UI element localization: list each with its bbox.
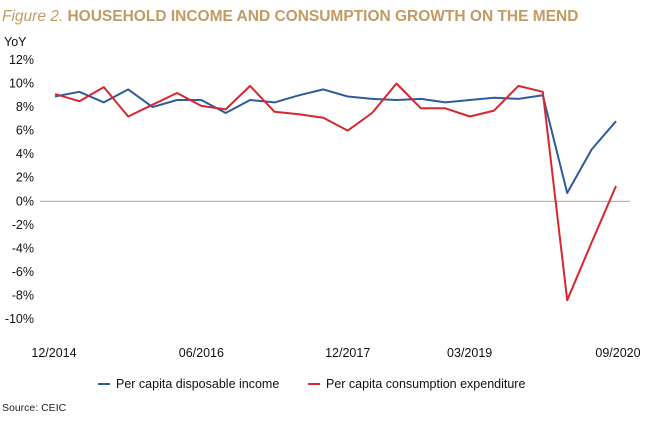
y-tick-label: 6% <box>16 124 34 138</box>
y-tick-label: -6% <box>12 265 34 279</box>
x-tick-label: 12/2017 <box>325 346 370 360</box>
x-tick-label: 09/2020 <box>595 346 640 360</box>
y-tick-label: -10% <box>5 312 34 326</box>
figure-title-text: HOUSEHOLD INCOME AND CONSUMPTION GROWTH … <box>67 8 579 25</box>
y-axis-label: YoY <box>4 35 27 49</box>
legend: Per capita disposable income Per capita c… <box>98 377 525 391</box>
source-note: Source: CEIC <box>2 402 67 414</box>
series-line-disposable-income <box>54 88 617 194</box>
y-tick-label: -8% <box>12 288 34 302</box>
legend-label: Per capita disposable income <box>116 377 279 391</box>
series-line-consumption-expenditure <box>54 82 617 302</box>
x-axis-ticks: 12/2014 06/2016 12/2017 03/2019 09/2020 <box>31 346 640 360</box>
x-tick-label: 06/2016 <box>179 346 224 360</box>
y-tick-label: 10% <box>9 77 34 91</box>
y-tick-label: 8% <box>16 100 34 114</box>
y-tick-label: 2% <box>16 171 34 185</box>
legend-label: Per capita consumption expenditure <box>326 377 525 391</box>
y-axis-ticks: 12% 10% 8% 6% 4% 2% 0% -2% -4% -6% -8% -10% <box>5 53 34 326</box>
series-lines <box>54 82 617 302</box>
y-tick-label: 12% <box>9 53 34 67</box>
x-tick-label: 12/2014 <box>31 346 76 360</box>
y-tick-label: 4% <box>16 147 34 161</box>
figure-number: Figure 2. <box>2 8 64 25</box>
x-tick-label: 03/2019 <box>447 346 492 360</box>
figure-title: Figure 2. HOUSEHOLD INCOME AND CONSUMPTI… <box>2 8 578 26</box>
y-tick-label: -2% <box>12 218 34 232</box>
y-tick-label: -4% <box>12 241 34 255</box>
y-tick-label: 0% <box>16 194 34 208</box>
